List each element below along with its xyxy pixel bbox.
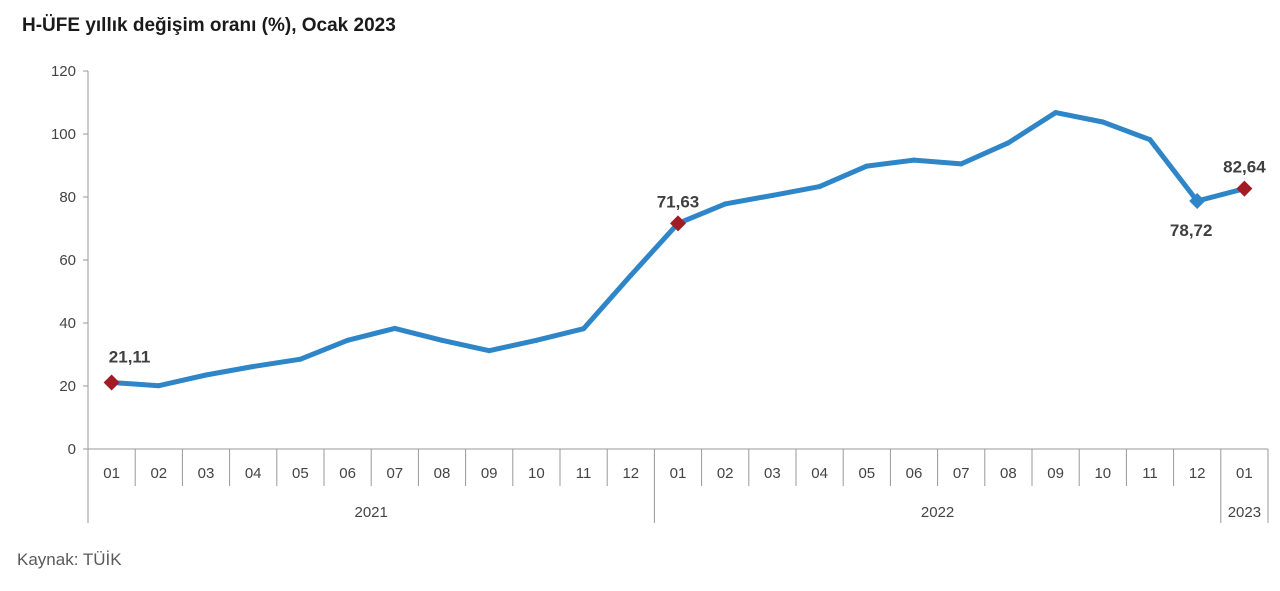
highlight-marker xyxy=(103,374,120,391)
source-note: Kaynak: TÜİK xyxy=(17,550,122,569)
x-tick-label: 12 xyxy=(622,465,639,482)
y-tick-label: 60 xyxy=(59,252,76,269)
x-tick-label: 04 xyxy=(245,465,262,482)
data-point xyxy=(722,201,728,207)
data-point xyxy=(392,325,398,331)
x-tick-label: 01 xyxy=(1236,465,1253,482)
y-tick-label: 20 xyxy=(59,378,76,395)
x-tick-label: 12 xyxy=(1189,465,1206,482)
data-label: 78,72 xyxy=(1170,221,1213,240)
series-line xyxy=(109,110,1247,389)
y-tick-label: 40 xyxy=(59,315,76,332)
y-tick-label: 80 xyxy=(59,189,76,206)
x-tick-label: 04 xyxy=(811,465,828,482)
data-point xyxy=(769,192,775,198)
data-point xyxy=(439,337,445,343)
y-tick-label: 100 xyxy=(51,126,76,143)
x-tick-label: 10 xyxy=(528,465,545,482)
year-label: 2021 xyxy=(355,504,388,521)
data-point xyxy=(958,161,964,167)
x-tick-label: 05 xyxy=(858,465,875,482)
x-tick-label: 09 xyxy=(481,465,498,482)
data-point xyxy=(250,363,256,369)
data-label: 21,11 xyxy=(109,348,151,367)
data-point xyxy=(486,348,492,354)
x-tick-label: 01 xyxy=(103,465,120,482)
data-point xyxy=(864,163,870,169)
data-point xyxy=(1053,110,1059,116)
x-tick-label: 07 xyxy=(953,465,970,482)
highlight-marker xyxy=(1189,193,1206,210)
data-point xyxy=(1005,140,1011,146)
data-point xyxy=(628,272,634,278)
y-tick-label: 0 xyxy=(68,441,76,458)
data-point xyxy=(156,383,162,389)
x-tick-label: 02 xyxy=(717,465,734,482)
year-label: 2022 xyxy=(921,504,954,521)
x-tick-label: 10 xyxy=(1094,465,1111,482)
x-tick-label: 03 xyxy=(198,465,215,482)
x-tick-label: 06 xyxy=(906,465,923,482)
data-point xyxy=(1100,119,1106,125)
x-tick-label: 09 xyxy=(1047,465,1064,482)
x-tick-label: 08 xyxy=(1000,465,1017,482)
x-tick-label: 07 xyxy=(386,465,403,482)
x-tick-label: 06 xyxy=(339,465,356,482)
data-point xyxy=(911,157,917,163)
x-tick-label: 11 xyxy=(576,465,592,482)
data-point xyxy=(581,326,587,332)
x-tick-label: 11 xyxy=(1142,465,1158,482)
x-tick-label: 01 xyxy=(670,465,687,482)
x-tick-label: 02 xyxy=(150,465,167,482)
data-point xyxy=(533,337,539,343)
data-label: 82,64 xyxy=(1223,158,1266,177)
data-point xyxy=(817,184,823,190)
x-tick-label: 05 xyxy=(292,465,309,482)
data-point xyxy=(1147,137,1153,143)
data-point xyxy=(345,337,351,343)
highlight-marker xyxy=(670,215,686,232)
x-tick-label: 08 xyxy=(434,465,451,482)
chart-title: H-ÜFE yıllık değişim oranı (%), Ocak 202… xyxy=(22,15,396,36)
highlight-marker xyxy=(1236,180,1253,197)
y-tick-label: 120 xyxy=(51,63,76,80)
data-point xyxy=(203,372,209,378)
year-label: 2023 xyxy=(1228,504,1261,521)
data-label: 71,63 xyxy=(657,192,700,211)
data-point xyxy=(297,356,303,362)
x-tick-label: 03 xyxy=(764,465,781,482)
